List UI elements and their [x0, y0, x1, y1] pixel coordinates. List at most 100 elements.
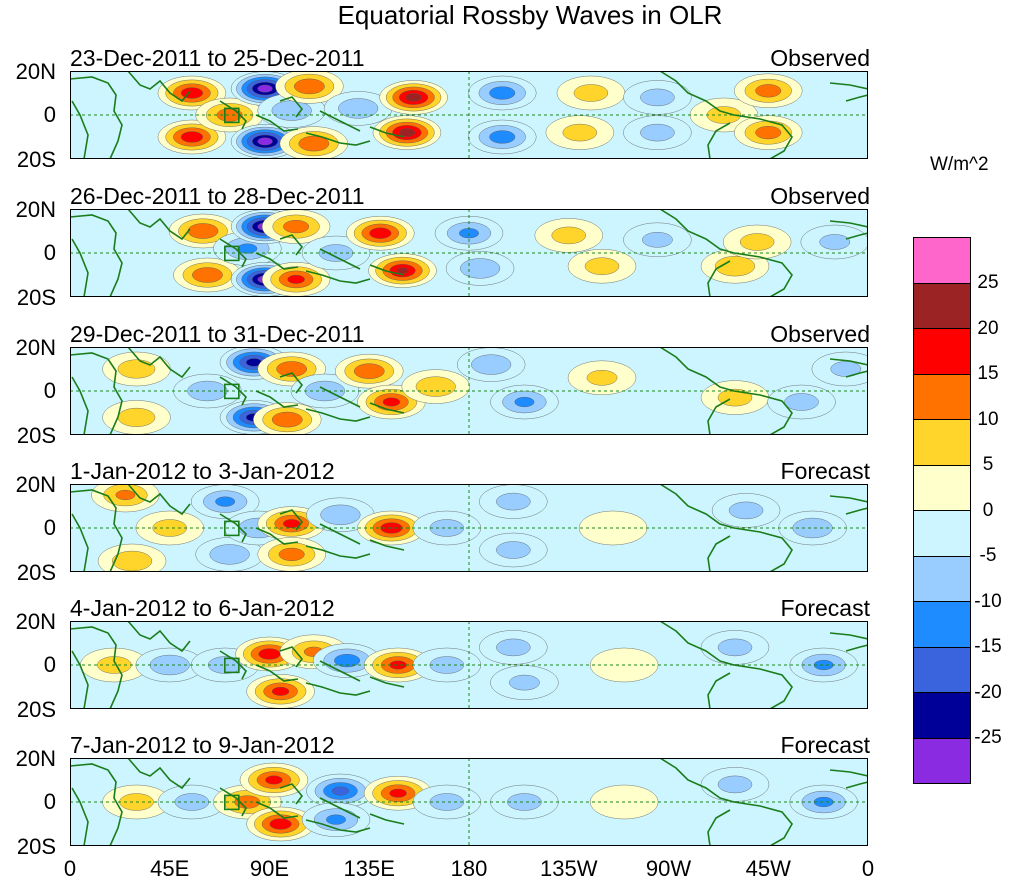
- map-panel-1: 23-Dec-2011 to 25-Dec-2011 Observed: [70, 45, 870, 159]
- contour-level: [509, 674, 540, 691]
- coastline: [219, 650, 247, 680]
- anomaly-blob: [135, 510, 204, 546]
- anomaly-blob: [253, 402, 322, 435]
- colorbar-swatch: [913, 738, 971, 784]
- contour-level: [514, 396, 535, 408]
- contour-level: [278, 547, 305, 561]
- contour-level: [496, 492, 531, 511]
- anomaly-blob: [363, 647, 433, 683]
- coastline: [319, 110, 361, 132]
- contour-level: [460, 258, 501, 279]
- anomaly-blob: [412, 510, 482, 546]
- panel-frame: [70, 758, 868, 846]
- coastline: [127, 621, 191, 653]
- contour-level: [586, 370, 618, 386]
- map-panel-6: 7-Jan-2012 to 9-Jan-2012 Forecast: [70, 732, 870, 846]
- contour-level: [429, 656, 465, 674]
- coastline: [659, 621, 793, 709]
- anomaly-blob: [246, 674, 315, 709]
- anomaly-blob: [306, 773, 375, 809]
- anomaly-blob: [102, 351, 171, 387]
- anomaly-blob: [412, 647, 482, 683]
- panel-frame: [70, 484, 868, 572]
- coastline: [845, 370, 868, 378]
- colorbar-swatch: [913, 374, 971, 420]
- coastline: [219, 787, 247, 817]
- anomaly-blob: [190, 484, 260, 519]
- anomaly-blob: [534, 218, 603, 253]
- x-tick-label: 180: [450, 856, 488, 881]
- coastline: [305, 132, 371, 146]
- panel-date-range: 29-Dec-2011 to 31-Dec-2011: [70, 321, 365, 347]
- colorbar-tick-label: -10: [974, 590, 1002, 612]
- anomaly-blob: [700, 630, 770, 665]
- contour-level: [331, 786, 350, 796]
- anomaly-blob: [479, 532, 548, 568]
- contour-level: [755, 126, 782, 140]
- anomaly-blob: [811, 351, 868, 387]
- anomaly-blob: [490, 665, 559, 700]
- anomaly-blob: [567, 360, 637, 395]
- coastline: [279, 372, 304, 394]
- coastline: [255, 801, 299, 819]
- colorbar-tick-label: 0: [982, 499, 994, 521]
- region-box: [224, 107, 240, 124]
- panel-kind: Forecast: [780, 595, 870, 621]
- contour-level: [257, 137, 273, 146]
- coastline: [319, 248, 361, 270]
- coastline: [70, 214, 123, 297]
- coastline: [219, 513, 247, 543]
- contour-level: [338, 98, 379, 119]
- y-tick-label: 0: [43, 789, 56, 814]
- colorbar: [913, 237, 971, 784]
- contour-level: [714, 256, 756, 277]
- colorbar-tick-label: -25: [974, 727, 1002, 748]
- anomaly-blob: [479, 630, 548, 665]
- anomaly-blob: [722, 224, 792, 260]
- contour-level: [276, 361, 307, 377]
- contour-level: [496, 638, 531, 657]
- y-tick-label: 20S: [16, 147, 56, 172]
- anomaly-blob: [490, 384, 559, 420]
- contour-level: [353, 363, 385, 379]
- contour-level: [326, 814, 346, 825]
- coastline: [70, 489, 123, 572]
- colorbar-swatch: [913, 602, 971, 648]
- colorbar-swatch: [913, 465, 971, 511]
- coastline: [127, 758, 191, 790]
- colorbar-units: W/m^2: [930, 154, 989, 175]
- anomaly-blob: [335, 354, 404, 389]
- coastline: [845, 781, 868, 789]
- coastline: [70, 763, 123, 846]
- anomaly-blob: [275, 71, 344, 104]
- contour-level: [283, 220, 310, 234]
- panel-date-range: 1-Jan-2012 to 3-Jan-2012: [70, 458, 335, 484]
- anomaly-blob: [357, 510, 426, 546]
- coastline: [369, 676, 405, 688]
- anomaly-blob: [261, 209, 331, 244]
- colorbar-tick-label: 5: [982, 454, 994, 475]
- contour-level: [415, 376, 456, 397]
- anomaly-blob: [456, 347, 526, 382]
- map-panel-4: 1-Jan-2012 to 3-Jan-2012 Forecast: [70, 458, 870, 572]
- contour-level: [642, 232, 673, 248]
- contour-level: [269, 818, 292, 830]
- coastline: [305, 270, 371, 284]
- anomaly-blob: [623, 115, 692, 150]
- coastline: [70, 352, 123, 435]
- anomaly-blob: [700, 767, 770, 802]
- coastline: [71, 787, 89, 846]
- coastline: [829, 220, 868, 228]
- anomaly-blob: [445, 251, 515, 286]
- coastline: [279, 509, 304, 531]
- anomaly-blob: [157, 119, 227, 155]
- contour-level: [584, 257, 620, 275]
- anomaly-blob: [312, 643, 382, 678]
- contour-level: [551, 226, 586, 245]
- coastline: [255, 527, 299, 545]
- colorbar-tick-label: 15: [977, 363, 999, 384]
- anomaly-blob: [323, 91, 393, 126]
- contour-level: [819, 234, 851, 250]
- contour-level: [192, 267, 223, 283]
- anomaly-blob: [734, 115, 803, 150]
